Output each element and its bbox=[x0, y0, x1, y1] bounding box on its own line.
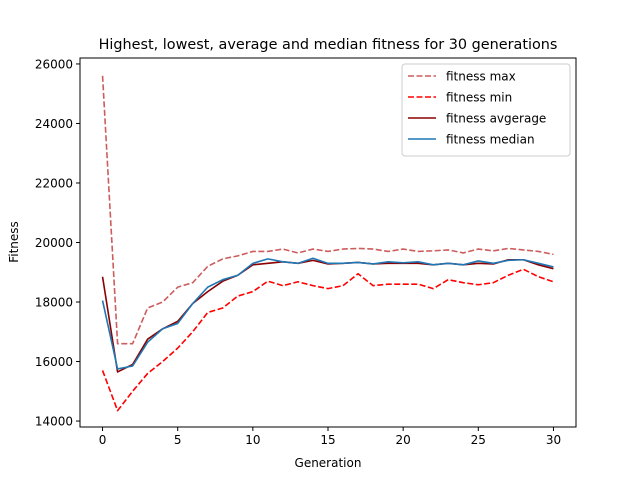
series-line-fitness-median bbox=[101, 257, 554, 370]
series-line-fitness-max bbox=[101, 75, 554, 345]
y-tick-label: 16000 bbox=[35, 355, 73, 369]
legend-label: fitness max bbox=[446, 70, 516, 84]
plot-frame bbox=[79, 57, 577, 428]
series-line-fitness-min bbox=[101, 268, 554, 412]
legend-label: fitness min bbox=[446, 91, 512, 105]
y-tick-label: 18000 bbox=[35, 296, 73, 310]
ticks-layer: 0 5 10 15 20 25 30 14000 16000 18000 20000 22000 240… bbox=[35, 57, 561, 447]
chart-title: Highest, lowest, average and median fitn… bbox=[99, 37, 558, 53]
x-axis-label: Generation bbox=[295, 456, 362, 470]
y-tick-label: 22000 bbox=[35, 176, 73, 190]
y-tick-label: 24000 bbox=[35, 117, 73, 131]
x-tick-label: 0 bbox=[99, 433, 107, 447]
y-axis-label: Fitness bbox=[7, 221, 21, 263]
legend-box bbox=[401, 63, 571, 157]
y-tick-label: 20000 bbox=[35, 236, 73, 250]
x-tick-label: 10 bbox=[245, 433, 260, 447]
y-tick-label: 26000 bbox=[35, 57, 73, 71]
x-tick-label: 30 bbox=[546, 433, 561, 447]
series-layer bbox=[101, 75, 554, 412]
x-tick-label: 20 bbox=[396, 433, 411, 447]
legend: fitness max fitness min fitness avgerage fi… bbox=[401, 63, 571, 157]
y-tick-label: 14000 bbox=[35, 415, 73, 429]
legend-label: fitness avgerage bbox=[446, 112, 546, 126]
legend-label: fitness median bbox=[446, 133, 535, 147]
x-tick-label: 25 bbox=[471, 433, 486, 447]
x-tick-label: 5 bbox=[174, 433, 182, 447]
x-tick-label: 15 bbox=[320, 433, 335, 447]
